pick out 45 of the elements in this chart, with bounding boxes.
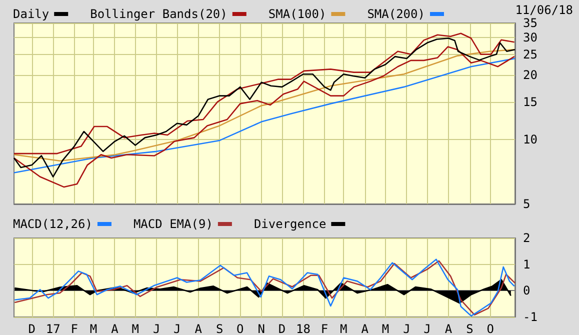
x-tick-label: A: [194, 322, 203, 335]
y-tick-label: 30: [523, 30, 538, 44]
legend-label: SMA(100): [268, 7, 326, 21]
x-tick-label: M: [340, 322, 348, 335]
x-tick-label: M: [382, 322, 390, 335]
x-tick-label: A: [111, 322, 120, 335]
x-tick-label: S: [216, 322, 224, 335]
x-tick-label: A: [361, 322, 370, 335]
y-tick-label: 5: [523, 197, 530, 211]
legend-label: MACD(12,26): [12, 217, 92, 231]
line-series: [13, 58, 516, 174]
x-tick-label: D: [278, 322, 286, 335]
text: 11/06/18: [515, 3, 573, 17]
x-tick-label: M: [90, 322, 98, 335]
x-tick-label: N: [258, 322, 266, 335]
x-tick-label: D: [28, 322, 36, 335]
line-series: [13, 48, 516, 162]
y-tick-label: 25: [523, 47, 538, 62]
y-tick-label: 35: [523, 16, 538, 30]
legend-label: Daily: [13, 7, 50, 21]
x-tick-label: A: [444, 322, 453, 335]
y-tick-label: 15: [523, 94, 538, 109]
y-tick-label: 10: [523, 132, 538, 147]
x-tick-label: J: [403, 322, 410, 335]
y-tick-label: -1: [523, 310, 538, 324]
legend-label: SMA(200): [367, 7, 425, 21]
y-tick-label: 20: [523, 68, 538, 82]
x-tick-label: 18: [296, 322, 310, 335]
x-tick-label: J: [424, 322, 431, 335]
x-tick-label: S: [466, 322, 474, 335]
x-tick-label: O: [236, 322, 244, 335]
y-tick-label: 2: [523, 231, 530, 245]
x-tick-label: J: [152, 322, 160, 335]
y-tick-label: 1: [523, 257, 530, 272]
x-tick-label: M: [132, 322, 139, 335]
legend-label: Divergence: [254, 217, 326, 231]
x-tick-label: O: [486, 322, 494, 335]
x-tick-label: J: [174, 322, 181, 335]
x-tick-label: 17: [46, 322, 60, 335]
y-tick-label: 0: [523, 284, 530, 298]
legend-label: MACD EMA(9): [133, 217, 213, 231]
legend-label: Bollinger Bands(20): [90, 7, 228, 21]
x-tick-label: F: [70, 322, 78, 335]
line-series: [13, 32, 515, 154]
x-tick-label: F: [320, 322, 328, 335]
